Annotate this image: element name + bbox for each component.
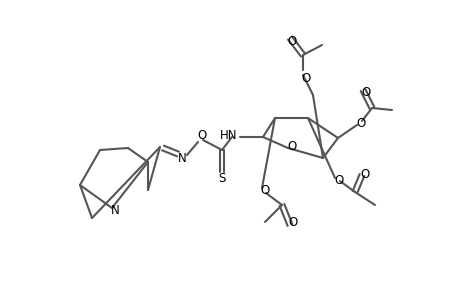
Text: O: O	[359, 169, 369, 182]
Text: O: O	[287, 140, 296, 152]
Text: O: O	[288, 215, 297, 229]
Text: O: O	[356, 116, 365, 130]
Text: O: O	[361, 85, 370, 98]
Text: O: O	[197, 128, 206, 142]
Text: O: O	[260, 184, 269, 197]
Text: O: O	[301, 71, 310, 85]
Text: N: N	[110, 203, 119, 217]
Text: HN: HN	[219, 128, 236, 142]
Text: O: O	[287, 34, 296, 47]
Text: O: O	[334, 175, 343, 188]
Text: N: N	[177, 152, 186, 164]
Text: S: S	[218, 172, 225, 185]
